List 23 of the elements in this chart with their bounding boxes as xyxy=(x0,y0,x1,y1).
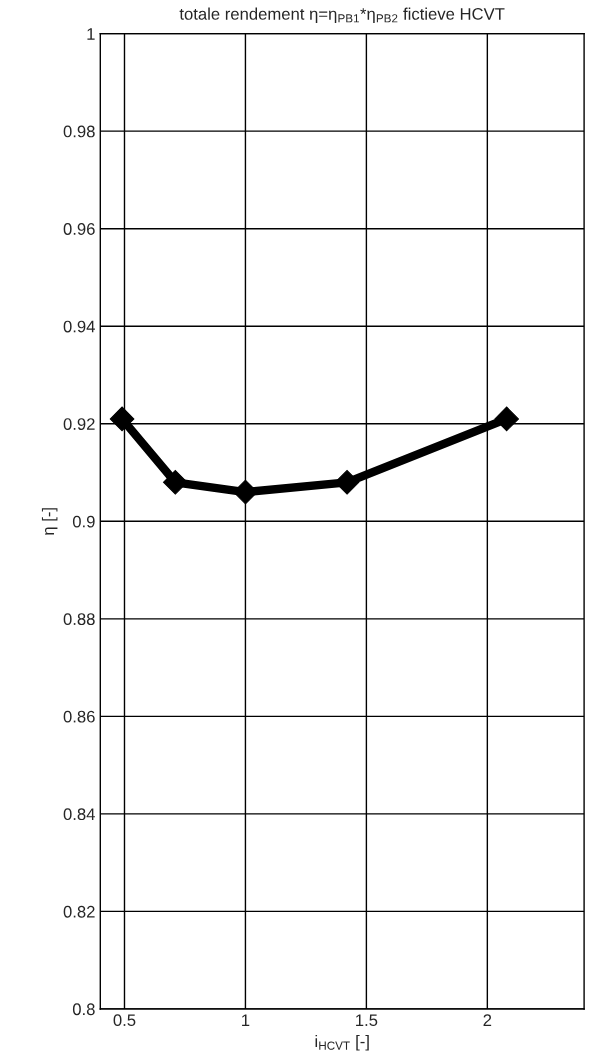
y-tick-label: 0.82 xyxy=(63,905,95,918)
x-tick-label: 1 xyxy=(242,1014,250,1026)
point xyxy=(109,406,135,432)
x-tick-label: 2 xyxy=(483,1014,492,1026)
y-tick-label: 1 xyxy=(87,28,95,40)
x-axis-title: i$_{HCVT}$ [-] xyxy=(315,1034,369,1051)
y-tick-label: 0.98 xyxy=(63,125,95,138)
x-tick-label: 0.5 xyxy=(113,1014,136,1027)
y-tick-label: 0.94 xyxy=(63,320,95,333)
point xyxy=(494,406,519,432)
x-tick-label: 1.5 xyxy=(356,1014,378,1027)
point xyxy=(162,469,188,495)
y-tick-label: 0.9 xyxy=(72,515,95,528)
point xyxy=(233,479,258,505)
chart-title: totale rendement η=η$_{PB1}$*η$_{PB2}$ fictieve HCVT xyxy=(179,7,505,24)
y-tick-label: 0.8 xyxy=(72,1003,95,1016)
y-axis-title: η [-] xyxy=(41,508,58,535)
y-tick-label: 0.88 xyxy=(63,613,95,626)
point xyxy=(334,469,360,495)
y-tick-label: 0.84 xyxy=(63,808,95,821)
y-tick-label: 0.96 xyxy=(63,223,95,235)
y-tick-label: 0.86 xyxy=(63,710,95,723)
y-tick-label: 0.92 xyxy=(63,418,95,430)
